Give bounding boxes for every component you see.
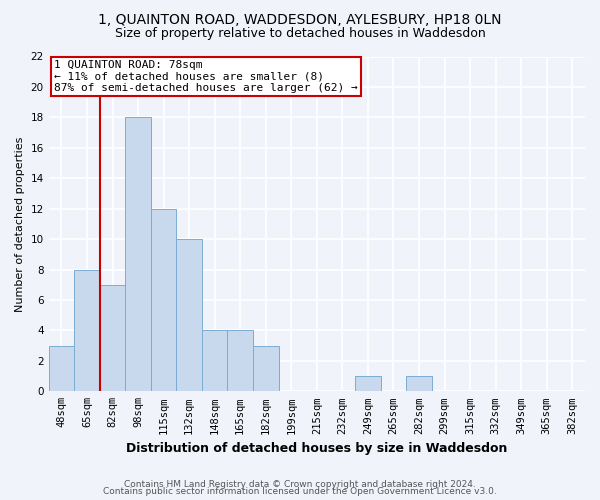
Bar: [74, 270, 100, 392]
Text: 1, QUAINTON ROAD, WADDESDON, AYLESBURY, HP18 0LN: 1, QUAINTON ROAD, WADDESDON, AYLESBURY, …: [98, 12, 502, 26]
Bar: [202, 330, 227, 392]
Bar: [176, 239, 202, 392]
X-axis label: Distribution of detached houses by size in Waddesdon: Distribution of detached houses by size …: [126, 442, 508, 455]
Bar: [100, 285, 125, 392]
Bar: [355, 376, 380, 392]
Bar: [227, 330, 253, 392]
Bar: [151, 208, 176, 392]
Bar: [253, 346, 278, 392]
Text: Size of property relative to detached houses in Waddesdon: Size of property relative to detached ho…: [115, 28, 485, 40]
Text: Contains public sector information licensed under the Open Government Licence v3: Contains public sector information licen…: [103, 488, 497, 496]
Bar: [406, 376, 432, 392]
Text: 1 QUAINTON ROAD: 78sqm
← 11% of detached houses are smaller (8)
87% of semi-deta: 1 QUAINTON ROAD: 78sqm ← 11% of detached…: [54, 60, 358, 93]
Y-axis label: Number of detached properties: Number of detached properties: [15, 136, 25, 312]
Text: Contains HM Land Registry data © Crown copyright and database right 2024.: Contains HM Land Registry data © Crown c…: [124, 480, 476, 489]
Bar: [125, 118, 151, 392]
Bar: [49, 346, 74, 392]
